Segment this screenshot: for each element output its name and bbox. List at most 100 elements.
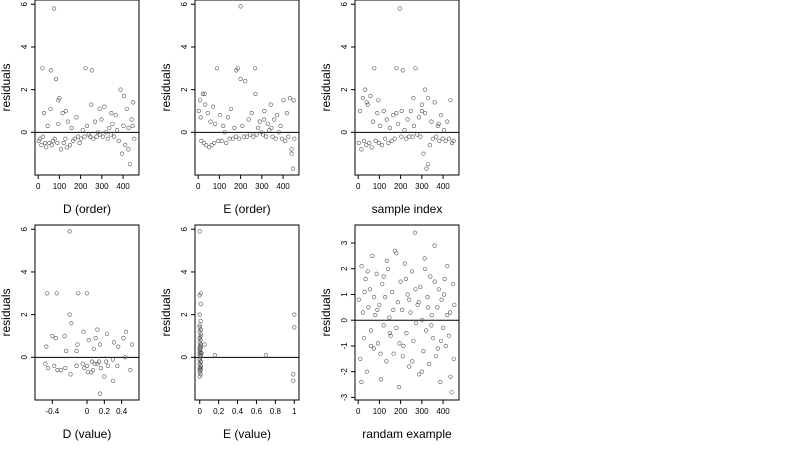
x-tick-label: 0 — [36, 182, 41, 191]
data-point — [235, 66, 240, 71]
data-point — [90, 359, 95, 364]
data-point — [448, 374, 453, 379]
data-point — [415, 132, 420, 137]
x-axis-label: E (value) — [223, 427, 271, 441]
y-tick-label: 4 — [180, 44, 189, 49]
data-point — [440, 136, 445, 141]
data-point — [429, 313, 434, 318]
data-point — [400, 307, 405, 313]
data-point — [48, 68, 54, 73]
data-point — [204, 143, 209, 148]
data-point — [399, 134, 404, 139]
data-point — [88, 134, 93, 139]
data-point — [130, 342, 135, 347]
data-point — [437, 138, 442, 143]
data-point — [40, 66, 45, 71]
data-point — [375, 307, 380, 313]
data-point — [275, 113, 280, 118]
data-point — [410, 134, 415, 139]
data-point — [197, 229, 202, 234]
data-point — [404, 331, 409, 336]
data-point — [278, 123, 283, 128]
data-point — [365, 269, 370, 274]
data-point — [378, 377, 384, 382]
data-point — [97, 391, 103, 396]
data-point — [80, 361, 85, 366]
data-point — [391, 351, 396, 356]
data-point — [373, 313, 378, 318]
data-point — [397, 6, 402, 11]
chart-panel-4: -0.4 0 0.2 0.4 0 2 4 6 D (value) residuals — [0, 224, 140, 441]
data-point — [198, 355, 203, 360]
data-point — [109, 110, 114, 116]
data-point — [405, 292, 410, 297]
data-point — [445, 119, 450, 124]
data-point — [268, 102, 273, 107]
data-point — [113, 113, 118, 118]
data-point — [415, 302, 420, 307]
data-point — [416, 300, 421, 305]
data-point — [58, 147, 64, 152]
data-point — [201, 140, 206, 146]
data-point — [421, 151, 426, 156]
data-point — [432, 279, 437, 284]
data-point — [376, 140, 381, 146]
data-point — [381, 274, 386, 279]
data-point — [68, 372, 73, 377]
data-point — [56, 98, 61, 103]
data-point — [400, 68, 405, 73]
data-point — [291, 378, 296, 383]
data-point — [200, 91, 205, 96]
data-point — [394, 110, 399, 116]
data-point — [229, 106, 234, 111]
data-point — [92, 119, 98, 124]
data-point — [418, 284, 423, 289]
data-point — [283, 138, 288, 143]
data-point — [369, 145, 374, 150]
data-point — [358, 108, 363, 114]
data-point — [63, 108, 68, 114]
data-point — [292, 136, 297, 141]
data-point — [217, 113, 222, 118]
data-point — [76, 291, 81, 296]
y-axis-label: residuals — [159, 63, 173, 111]
data-point — [89, 102, 94, 107]
y-tick-label: -3 — [340, 393, 349, 401]
data-point — [83, 66, 88, 71]
x-tick-label: 200 — [394, 182, 408, 191]
x-tick-label: 200 — [394, 407, 408, 416]
data-point — [233, 134, 239, 139]
data-point — [132, 136, 137, 141]
data-point — [369, 328, 374, 333]
y-axis-label: residuals — [0, 63, 13, 111]
data-point — [67, 143, 73, 148]
data-point — [100, 134, 105, 139]
data-point — [243, 78, 248, 84]
data-point — [131, 100, 136, 105]
data-point — [77, 140, 82, 146]
data-point — [443, 138, 448, 143]
data-point — [197, 374, 202, 379]
data-point — [429, 323, 434, 328]
data-point — [103, 359, 109, 364]
data-point — [362, 289, 367, 295]
data-point — [426, 361, 432, 367]
x-tick-label: 300 — [95, 182, 109, 191]
data-point — [197, 323, 202, 328]
y-axis-label: residuals — [0, 288, 13, 336]
data-point — [261, 117, 267, 122]
data-point — [41, 110, 47, 116]
data-point — [197, 368, 202, 373]
data-point — [96, 359, 102, 364]
data-point — [401, 343, 406, 349]
data-point — [197, 325, 202, 330]
data-point — [422, 110, 428, 116]
data-point — [45, 365, 51, 371]
y-tick-label: 2 — [340, 266, 349, 271]
data-point — [384, 359, 389, 364]
data-point — [407, 134, 412, 139]
data-point — [287, 96, 293, 101]
data-point — [197, 357, 202, 362]
data-point — [441, 325, 446, 331]
plot-frame — [354, 0, 460, 176]
